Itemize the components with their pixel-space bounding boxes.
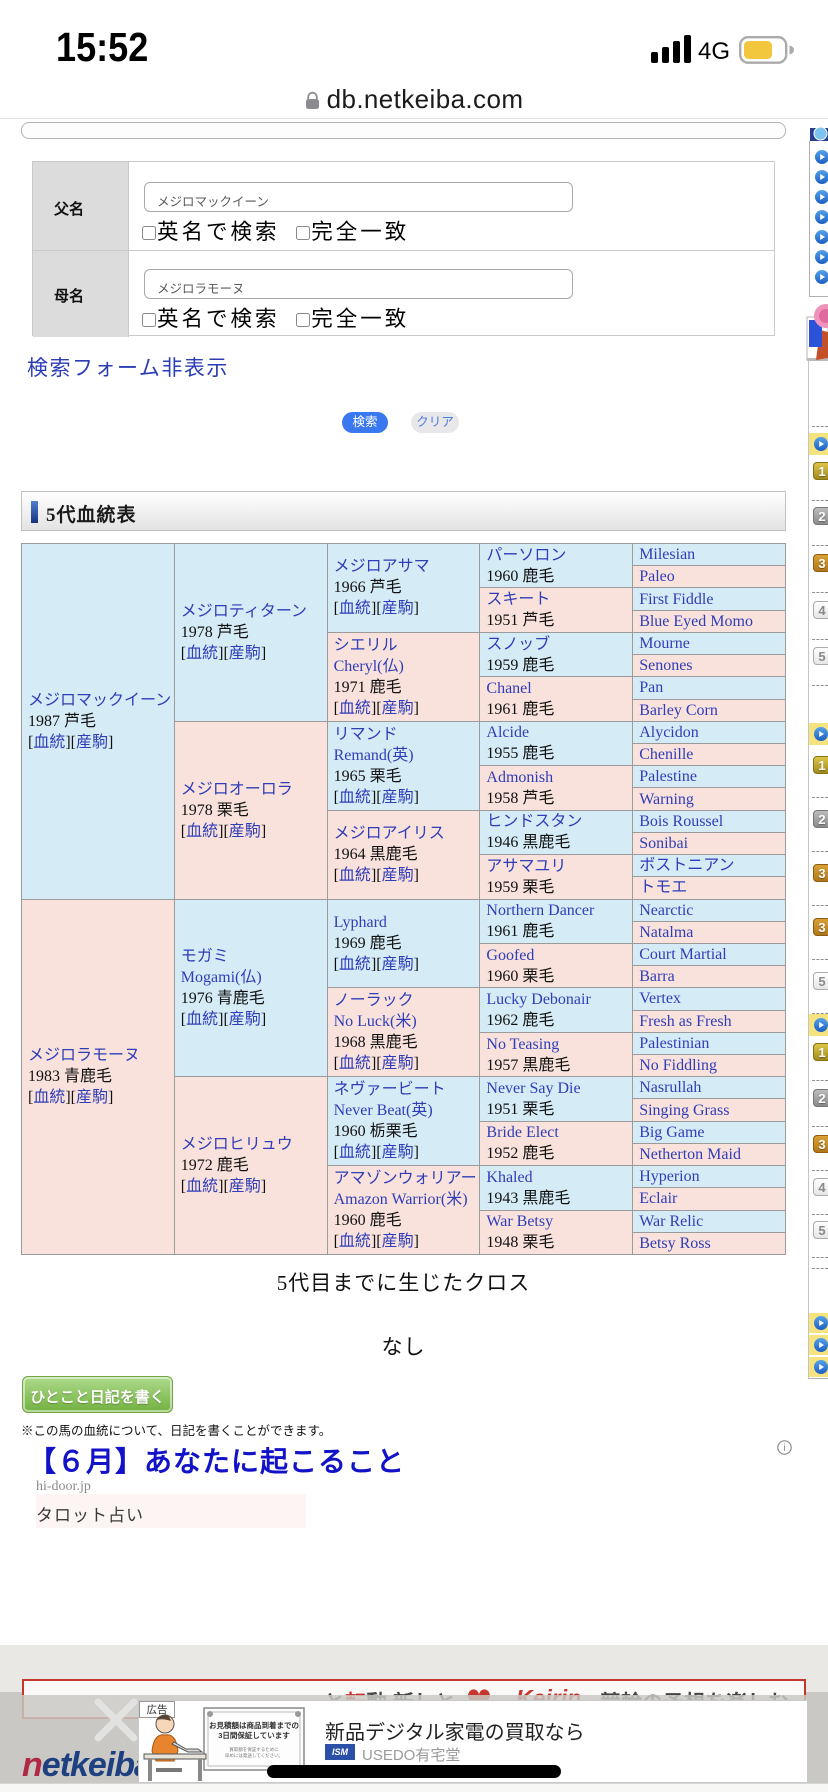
svg-text:3日間保証しています: 3日間保証しています [218, 1730, 290, 1740]
svg-text:i: i [783, 1443, 785, 1454]
svg-text:お見積額は商品到着までの: お見積額は商品到着までの [209, 1720, 299, 1730]
svg-text:買取額を保証するために: 買取額を保証するために [229, 1746, 279, 1753]
svg-text:早めには発送してください。: 早めには発送してください。 [225, 1752, 283, 1759]
